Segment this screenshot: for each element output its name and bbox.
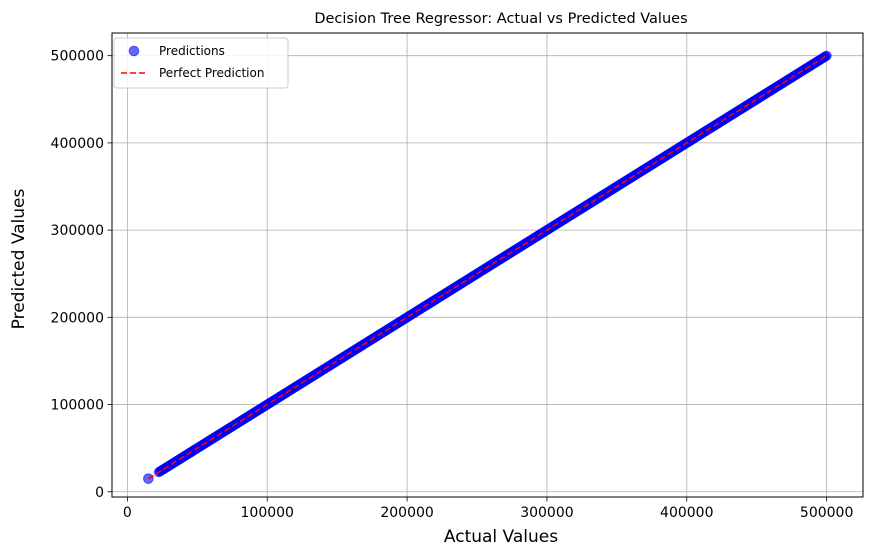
- y-axis-label: Predicted Values: [9, 188, 29, 329]
- legend-label-perfect-prediction: Perfect Prediction: [159, 66, 264, 80]
- legend: Predictions Perfect Prediction: [113, 37, 289, 89]
- plot-frame: [111, 32, 864, 498]
- y-tick-label: 400000: [51, 136, 104, 152]
- perfect-prediction-line: [147, 54, 828, 480]
- legend-label-predictions: Predictions: [159, 44, 225, 58]
- prediction-point: [143, 473, 154, 484]
- x-tick-label: 100000: [241, 505, 294, 521]
- y-tick-label: 500000: [51, 49, 104, 65]
- legend-marker-predictions: [128, 45, 140, 57]
- y-tick-label: 300000: [51, 223, 104, 239]
- x-tick-label: 300000: [520, 505, 573, 521]
- y-axis-ticks: 0 100000 200000 300000 400000 500000: [51, 49, 112, 501]
- y-tick-label: 100000: [51, 398, 104, 414]
- y-tick-label: 0: [95, 485, 104, 501]
- x-tick-label: 200000: [380, 505, 433, 521]
- legend-box: [113, 37, 289, 89]
- x-tick-label: 0: [123, 505, 132, 521]
- x-tick-label: 400000: [660, 505, 713, 521]
- x-axis-label: Actual Values: [444, 527, 558, 547]
- perfect-prediction-line-group: [147, 54, 828, 480]
- y-tick-label: 200000: [51, 310, 104, 326]
- chart-title: Decision Tree Regressor: Actual vs Predi…: [314, 11, 687, 27]
- x-axis-ticks: 0 100000 200000 300000 400000 500000: [123, 497, 853, 521]
- x-tick-label: 500000: [800, 505, 853, 521]
